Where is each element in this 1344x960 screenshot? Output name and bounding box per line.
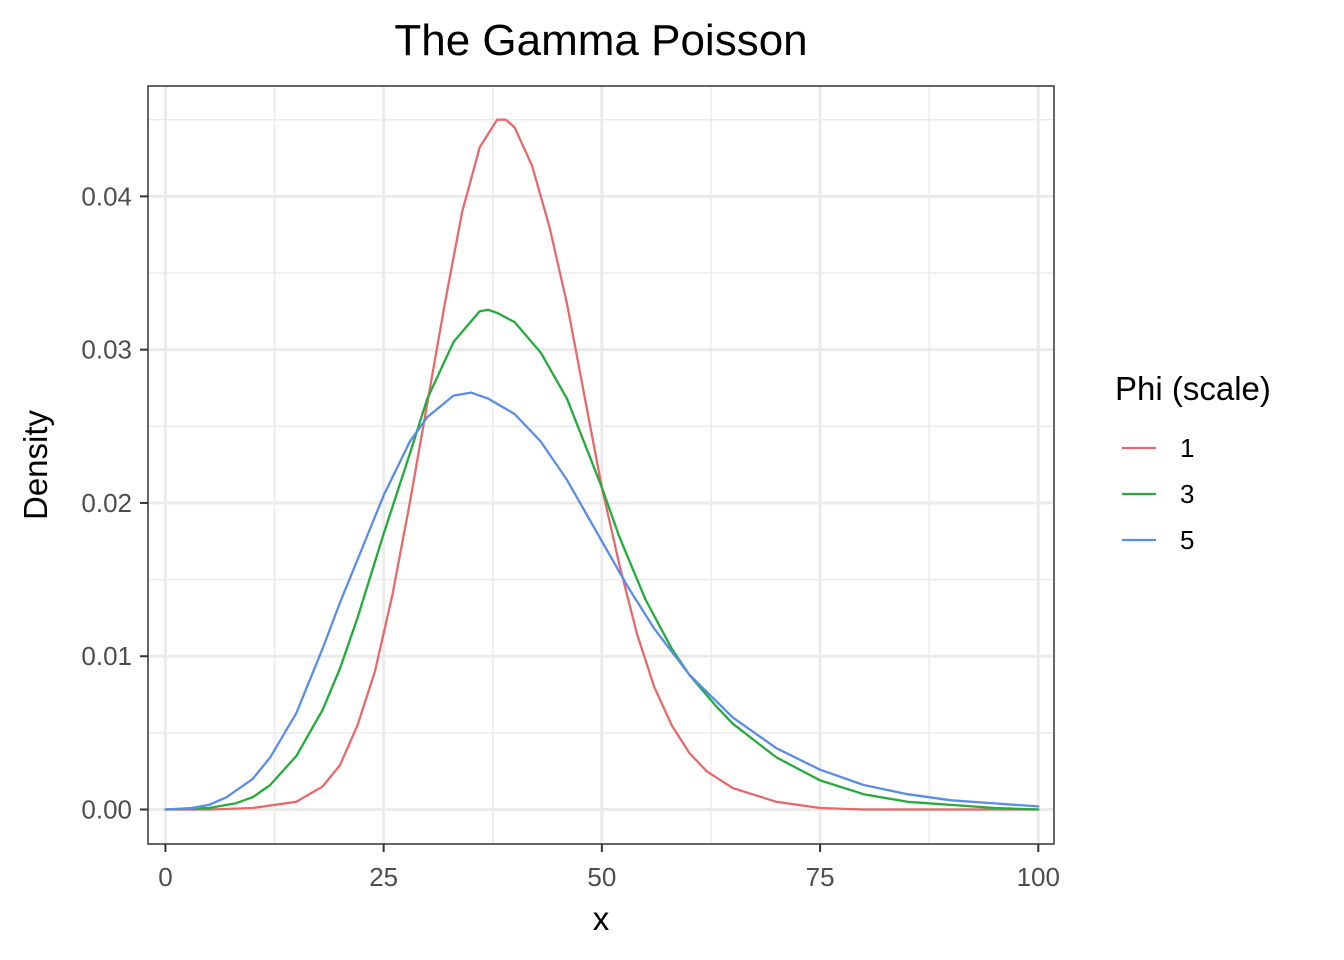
legend-label-5: 5: [1180, 525, 1194, 555]
legend-label-1: 1: [1180, 433, 1194, 463]
x-tick-label: 75: [806, 862, 835, 892]
y-tick-label: 0.01: [81, 641, 132, 671]
y-tick-label: 0.02: [81, 488, 132, 518]
chart-title: The Gamma Poisson: [394, 16, 807, 65]
series-line-5: [164, 391, 1040, 811]
x-axis: 0 25 50 75 100: [158, 844, 1060, 892]
x-tick-label: 50: [587, 862, 616, 892]
y-axis-title: Density: [17, 409, 54, 520]
x-axis-title: x: [593, 900, 610, 937]
major-gridlines: [148, 86, 1054, 844]
series-lines: [164, 118, 1040, 811]
legend-title: Phi (scale): [1115, 370, 1271, 407]
series-line-3: [164, 308, 1040, 811]
y-tick-label: 0.00: [81, 795, 132, 825]
series-line-1: [164, 118, 1040, 811]
legend-item-5: 5: [1122, 525, 1194, 555]
x-tick-label: 0: [158, 862, 172, 892]
y-tick-label: 0.03: [81, 335, 132, 365]
legend-item-3: 3: [1122, 479, 1194, 509]
legend-item-1: 1: [1122, 433, 1194, 463]
x-tick-label: 25: [369, 862, 398, 892]
plot-panel: [147, 85, 1055, 845]
y-axis: 0.00 0.01 0.02 0.03 0.04: [81, 181, 148, 825]
legend: Phi (scale) 1 3 5: [1115, 370, 1271, 555]
legend-label-3: 3: [1180, 479, 1194, 509]
legend-items: 1 3 5: [1122, 433, 1194, 555]
x-tick-label: 100: [1017, 862, 1060, 892]
y-tick-label: 0.04: [81, 181, 132, 211]
